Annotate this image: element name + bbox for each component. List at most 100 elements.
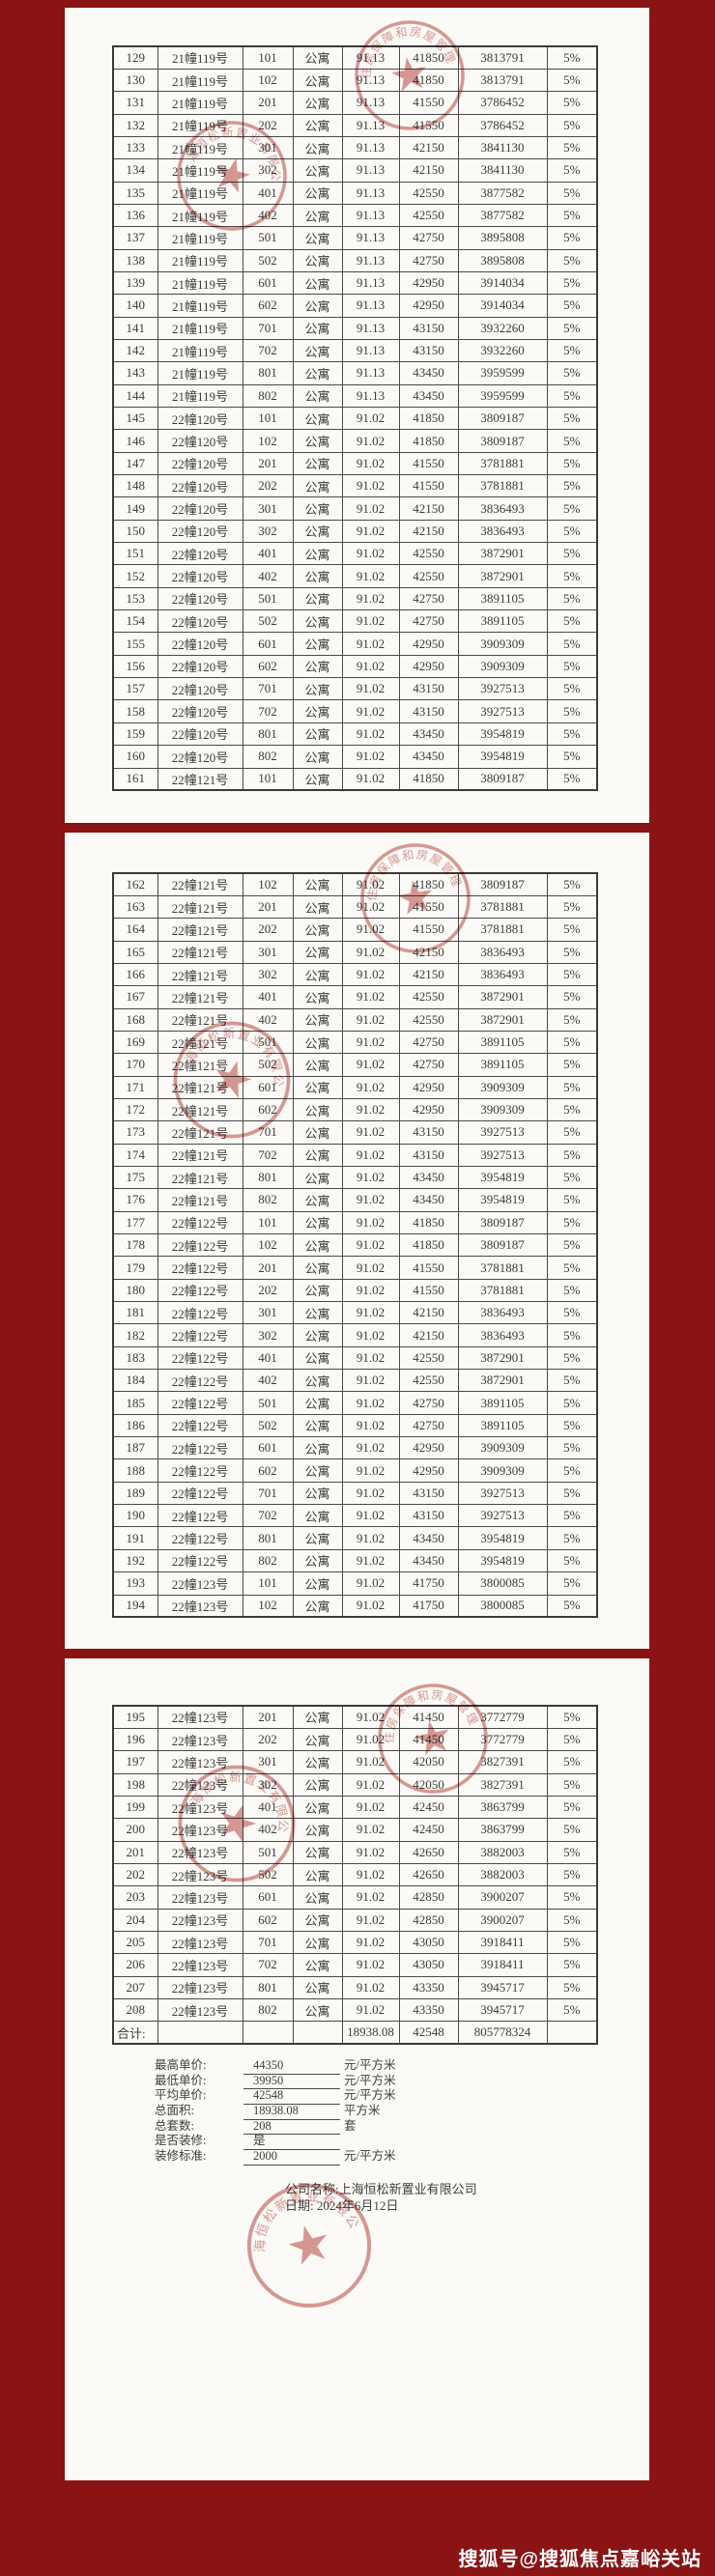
cell: 5% bbox=[546, 361, 598, 385]
cell: 91.02 bbox=[341, 1120, 400, 1145]
cell: 22幢122号 bbox=[157, 1256, 243, 1280]
cell: 公寓 bbox=[292, 767, 343, 791]
cell: 21幢119号 bbox=[157, 45, 243, 70]
table-row: 134 21幢119号 302 公寓 91.13 42150 3841130 5% bbox=[112, 158, 598, 183]
cell: 22幢120号 bbox=[157, 519, 243, 544]
cell: 22幢121号 bbox=[157, 985, 243, 1009]
cell: 公寓 bbox=[292, 135, 343, 160]
cell: 142 bbox=[112, 338, 158, 363]
cell: 5% bbox=[546, 158, 598, 183]
cell: 91.02 bbox=[341, 474, 400, 498]
summary-label: 是否装修: bbox=[155, 2134, 207, 2148]
cell: 5% bbox=[546, 181, 598, 205]
cell: 5% bbox=[546, 1750, 598, 1774]
cell: 5% bbox=[546, 270, 598, 296]
cell: 公寓 bbox=[292, 542, 343, 566]
cell: 91.02 bbox=[341, 1772, 400, 1797]
cell: 5% bbox=[546, 1120, 598, 1145]
cell: 602 bbox=[242, 654, 294, 679]
cell: 3781881 bbox=[457, 1256, 548, 1280]
cell: 22幢121号 bbox=[157, 1120, 243, 1145]
cell: 5% bbox=[546, 1795, 598, 1820]
summary-decoration-standard: 装修标准: 2000 元/平方米 bbox=[155, 2149, 395, 2166]
cell: 42950 bbox=[398, 294, 459, 318]
cell: 公寓 bbox=[292, 1143, 343, 1167]
cell: 5% bbox=[546, 1391, 598, 1415]
cell: 193 bbox=[112, 1571, 158, 1596]
cell: 41550 bbox=[398, 91, 459, 115]
sohu-watermark: 搜狐号@搜狐焦点嘉峪关站 bbox=[458, 2549, 701, 2570]
cell: 41850 bbox=[398, 429, 459, 453]
cell: 302 bbox=[242, 158, 294, 183]
cell: 91.02 bbox=[341, 1930, 400, 1955]
cell: 3809187 bbox=[457, 1210, 548, 1235]
cell: 公寓 bbox=[292, 894, 343, 920]
cell: 171 bbox=[112, 1075, 158, 1099]
cell: 5% bbox=[546, 1953, 598, 1977]
cell: 91.02 bbox=[341, 496, 400, 521]
cell: 43450 bbox=[398, 745, 459, 769]
cell: 91.02 bbox=[341, 985, 400, 1009]
table-row: 198 22幢123号 302 公寓 91.02 42050 3827391 5% bbox=[112, 1772, 598, 1797]
cell: 5% bbox=[546, 1188, 598, 1212]
cell: 3786452 bbox=[457, 113, 548, 137]
cell: 702 bbox=[242, 1143, 294, 1167]
cell: 401 bbox=[242, 1345, 294, 1371]
cell: 184 bbox=[112, 1369, 158, 1393]
cell: 43450 bbox=[398, 361, 459, 385]
cell: 302 bbox=[242, 519, 294, 544]
table-row: 192 22幢122号 802 公寓 91.02 43450 3954819 5% bbox=[112, 1548, 598, 1573]
cell: 3918411 bbox=[457, 1953, 548, 1977]
summary-unit: 平方米 bbox=[344, 2104, 381, 2118]
cell: 22幢123号 bbox=[157, 1750, 243, 1774]
cell: 22幢122号 bbox=[157, 1369, 243, 1393]
table-row: 139 21幢119号 601 公寓 91.13 42950 3914034 5% bbox=[112, 270, 598, 296]
cell: 5% bbox=[546, 519, 598, 544]
cell: 91.02 bbox=[341, 586, 400, 611]
cell: 5% bbox=[546, 338, 598, 363]
cell: 3872901 bbox=[457, 1007, 548, 1032]
cell: 21幢119号 bbox=[157, 135, 243, 160]
cell: 5% bbox=[546, 406, 598, 431]
table-row: 155 22幢120号 601 公寓 91.02 42950 3909309 5% bbox=[112, 632, 598, 656]
cell: 177 bbox=[112, 1210, 158, 1235]
cell: 21幢119号 bbox=[157, 68, 243, 93]
summary-avg-price: 平均单价: 42548 元/平方米 bbox=[155, 2088, 395, 2106]
cell: 3954819 bbox=[457, 1548, 548, 1573]
table-row: 152 22幢120号 402 公寓 91.02 42550 3872901 5% bbox=[112, 564, 598, 588]
cell: 5% bbox=[546, 294, 598, 318]
cell: 301 bbox=[242, 1301, 294, 1325]
cell: 5% bbox=[546, 1908, 598, 1932]
signature-block: 公司名称:上海恒松新置业有限公司 日期: 2024年6月12日 bbox=[285, 2181, 477, 2214]
cell: 22幢120号 bbox=[157, 654, 243, 679]
cell: 3954819 bbox=[457, 1188, 548, 1212]
table-row: 191 22幢122号 801 公寓 91.02 43450 3954819 5% bbox=[112, 1526, 598, 1550]
cell: 502 bbox=[242, 609, 294, 634]
cell: 91.02 bbox=[341, 962, 400, 987]
cell: 公寓 bbox=[292, 383, 343, 409]
cell: 91.02 bbox=[341, 1705, 400, 1729]
cell: 102 bbox=[242, 429, 294, 453]
summary-value: 39950 bbox=[243, 2074, 340, 2090]
cell: 3809187 bbox=[457, 429, 548, 453]
cell: 154 bbox=[112, 609, 158, 634]
cell: 5% bbox=[546, 586, 598, 611]
cell: 5% bbox=[546, 113, 598, 137]
table-row: 184 22幢122号 402 公寓 91.02 42550 3872901 5% bbox=[112, 1369, 598, 1393]
cell: 91.02 bbox=[341, 894, 400, 920]
cell: 3909309 bbox=[457, 1097, 548, 1122]
cell: 42750 bbox=[398, 609, 459, 634]
cell: 22幢122号 bbox=[157, 1526, 243, 1550]
cell: 3800085 bbox=[457, 1571, 548, 1596]
cell: 196 bbox=[112, 1727, 158, 1752]
summary-min-price: 最低单价: 39950 元/平方米 bbox=[155, 2074, 395, 2090]
cell: 41850 bbox=[398, 406, 459, 431]
cell: 3863799 bbox=[457, 1818, 548, 1842]
cell: 22幢123号 bbox=[157, 1885, 243, 1910]
cell: 42550 bbox=[398, 564, 459, 588]
cell: 3781881 bbox=[457, 918, 548, 942]
cell: 91.02 bbox=[341, 1975, 400, 1999]
cell: 91.02 bbox=[341, 1165, 400, 1190]
cell: 301 bbox=[242, 496, 294, 521]
cell: 41550 bbox=[398, 894, 459, 920]
